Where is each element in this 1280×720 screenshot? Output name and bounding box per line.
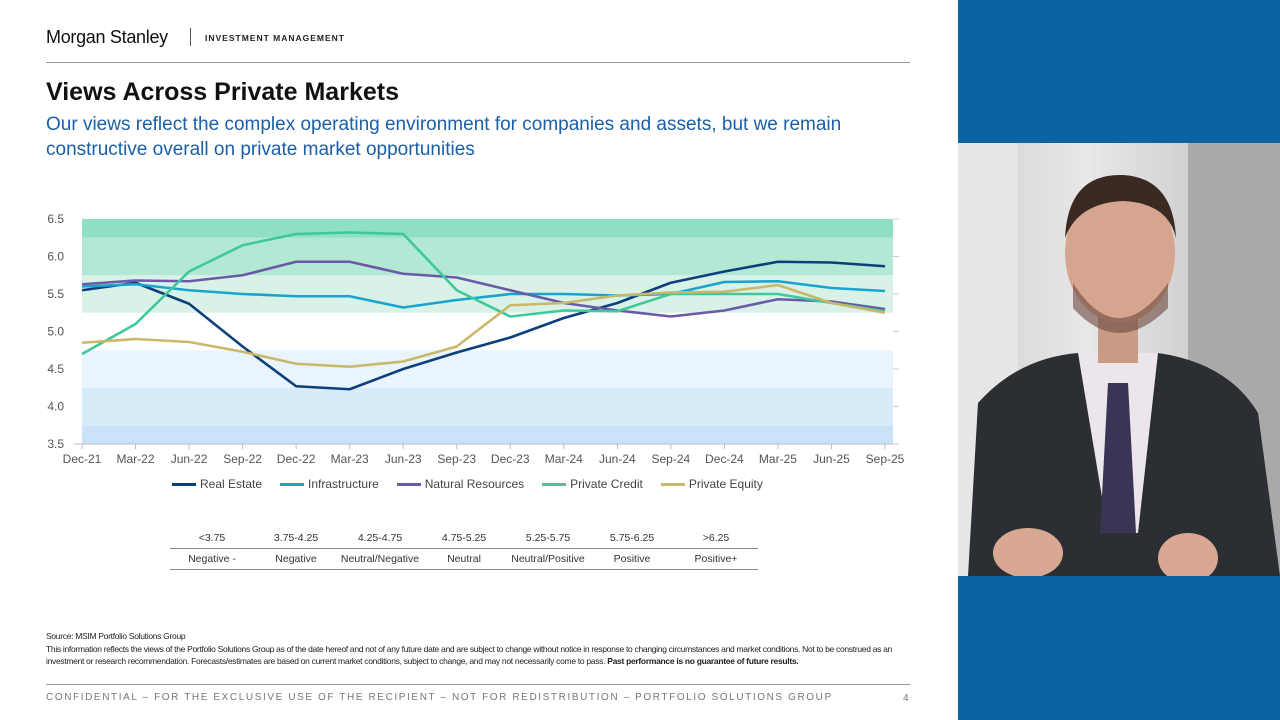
value-band — [82, 425, 893, 444]
key-range: 4.75-5.25 — [422, 528, 506, 549]
legend-label: Private Credit — [570, 477, 643, 491]
legend-item: Infrastructure — [280, 477, 379, 491]
source-text: Source: MSIM Portfolio Solutions Group — [46, 631, 186, 641]
key-ranges-row: <3.75 3.75-4.25 4.25-4.75 4.75-5.25 5.25-5.7… — [170, 528, 758, 549]
y-tick-label: 3.5 — [47, 437, 64, 451]
presenter-video[interactable] — [958, 143, 1280, 576]
x-tick-label: Jun-25 — [813, 452, 850, 466]
line-chart: 3.5 4.0 4.5 5.0 5.5 6.0 6.5 Dec-21 Mar-22 Jun-22 S… — [47, 212, 905, 466]
x-tick-label: Dec-21 — [63, 452, 102, 466]
legend-item: Natural Resources — [396, 477, 525, 491]
key-range: 3.75-4.25 — [254, 528, 338, 549]
series-line-real-estate — [81, 260, 886, 391]
presenter-image — [958, 143, 1280, 576]
legend-swatch — [172, 483, 196, 487]
x-tick-label: Sep-25 — [866, 452, 905, 466]
x-tick-label: Jun-23 — [385, 452, 422, 466]
division-label: INVESTMENT MANAGEMENT — [205, 33, 345, 43]
y-tick-label: 4.0 — [47, 400, 64, 414]
key-label: Negative — [254, 548, 338, 570]
y-tick-label: 5.5 — [47, 287, 64, 301]
chart-legend: Real Estate Infrastructure Natural Resourc… — [172, 477, 763, 491]
legend-label: Natural Resources — [424, 477, 525, 491]
x-tick-label: Mar-25 — [759, 452, 797, 466]
key-label: Negative - — [170, 548, 254, 570]
logo-divider — [190, 28, 191, 46]
legend-item: Private Equity — [660, 477, 763, 491]
side-panel-bottom — [958, 576, 1280, 720]
x-tick-label: Dec-23 — [491, 452, 530, 466]
key-label: Neutral — [422, 548, 506, 570]
value-band — [82, 387, 893, 426]
key-range: 5.75-6.25 — [590, 528, 674, 549]
key-labels-row: Negative - Negative Neutral/Negative Neutra… — [170, 548, 758, 570]
x-tick-label: Dec-24 — [705, 452, 744, 466]
confidential-notice: CONFIDENTIAL – FOR THE EXCLUSIVE USE OF … — [46, 692, 833, 703]
x-tick-label: Jun-24 — [599, 452, 636, 466]
legend-label: Infrastructure — [308, 477, 379, 491]
x-tick-label: Sep-22 — [223, 452, 262, 466]
legend-label: Private Equity — [688, 477, 763, 491]
legend-swatch — [396, 483, 421, 487]
key-label: Neutral/Positive — [506, 548, 590, 570]
x-tick-label: Dec-22 — [277, 452, 316, 466]
page-title: Views Across Private Markets — [46, 78, 399, 106]
x-tick-label: Mar-24 — [545, 452, 583, 466]
key-range: 5.25-5.75 — [506, 528, 590, 549]
x-tick-label: Sep-23 — [437, 452, 476, 466]
series-line-private-credit — [81, 231, 886, 356]
x-tick-label: Jun-22 — [171, 452, 208, 466]
series-line-infrastructure — [81, 279, 886, 309]
page-number: 4 — [903, 693, 909, 704]
side-panel-top — [958, 0, 1280, 143]
key-label: Positive — [590, 548, 674, 570]
y-tick-label: 5.0 — [47, 325, 64, 339]
footer-rule — [46, 684, 910, 685]
x-tick-label: Mar-22 — [117, 452, 155, 466]
legend-swatch — [660, 483, 685, 487]
page-subtitle: Our views reflect the complex operating … — [46, 114, 842, 160]
x-tick-label: Mar-23 — [331, 452, 369, 466]
y-tick-label: 4.5 — [47, 362, 64, 376]
value-band — [82, 350, 893, 388]
series-line-private-equity — [81, 283, 886, 369]
x-tick-label: Sep-24 — [652, 452, 691, 466]
value-band — [82, 219, 893, 238]
legend-swatch — [542, 483, 567, 487]
slide: Morgan Stanley INVESTMENT MANAGEMENT Vie… — [46, 27, 912, 704]
value-band — [82, 237, 893, 276]
key-label: Positive+ — [674, 548, 758, 570]
legend-item: Real Estate — [172, 477, 262, 491]
key-range: >6.25 — [674, 528, 758, 549]
brand-logo: Morgan Stanley — [46, 27, 168, 47]
header-rule — [46, 62, 910, 63]
series-line-natural-resources — [81, 260, 886, 318]
key-range: 4.25-4.75 — [338, 528, 422, 549]
rating-key-table: <3.75 3.75-4.25 4.25-4.75 4.75-5.25 5.25-5.7… — [170, 528, 758, 570]
key-range: <3.75 — [170, 528, 254, 549]
y-tick-label: 6.0 — [47, 250, 64, 264]
legend-item: Private Credit — [542, 477, 643, 491]
source-notes: Source: MSIM Portfolio Solutions Group T… — [46, 630, 912, 668]
key-label: Neutral/Negative — [338, 548, 422, 570]
disclaimer-bold: Past performance is no guarantee of futu… — [607, 656, 799, 666]
legend-label: Real Estate — [200, 477, 263, 491]
disclaimer-text: This information reflects the views of t… — [46, 643, 892, 667]
legend-swatch — [280, 483, 305, 487]
y-tick-label: 6.5 — [47, 212, 64, 226]
